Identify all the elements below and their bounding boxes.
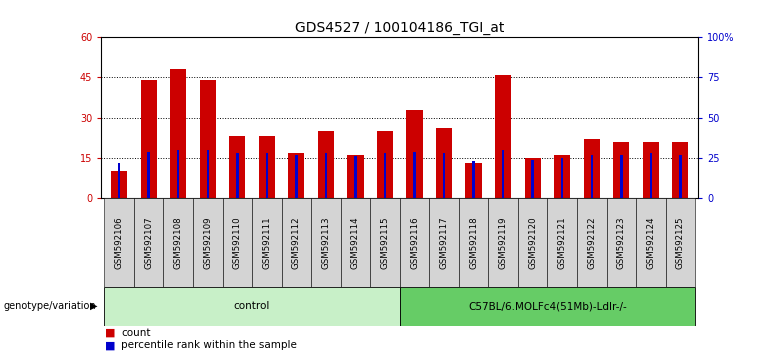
Bar <box>554 155 570 198</box>
Bar <box>222 198 252 287</box>
Text: genotype/variation: genotype/variation <box>4 301 97 311</box>
Bar <box>111 171 127 198</box>
Bar <box>466 163 482 198</box>
Bar <box>347 155 363 198</box>
Bar <box>548 198 577 287</box>
Bar <box>147 152 150 198</box>
Text: count: count <box>121 328 151 338</box>
Bar <box>207 150 209 198</box>
Bar <box>236 153 239 198</box>
Bar <box>650 153 652 198</box>
Bar <box>341 198 370 287</box>
Bar <box>406 110 423 198</box>
Text: ■: ■ <box>105 340 115 350</box>
Bar <box>583 139 600 198</box>
Bar <box>473 161 475 198</box>
Text: GSM592120: GSM592120 <box>528 216 537 269</box>
Text: GSM592112: GSM592112 <box>292 216 301 269</box>
Bar <box>531 160 534 198</box>
Bar <box>289 153 304 198</box>
Bar <box>134 198 164 287</box>
Text: percentile rank within the sample: percentile rank within the sample <box>121 340 296 350</box>
Text: GSM592123: GSM592123 <box>617 216 626 269</box>
Bar <box>399 287 695 326</box>
Text: GSM592108: GSM592108 <box>174 216 183 269</box>
Text: GSM592117: GSM592117 <box>440 216 448 269</box>
Text: GSM592118: GSM592118 <box>469 216 478 269</box>
Text: GSM592121: GSM592121 <box>558 216 567 269</box>
Bar <box>170 69 186 198</box>
Bar <box>105 198 134 287</box>
Bar <box>443 153 445 198</box>
Bar <box>295 155 298 198</box>
Bar <box>229 137 246 198</box>
Bar <box>200 80 216 198</box>
Text: GSM592109: GSM592109 <box>204 216 212 269</box>
Bar <box>665 198 695 287</box>
Bar <box>324 153 327 198</box>
Bar <box>620 155 622 198</box>
Bar <box>636 198 665 287</box>
Bar <box>384 153 386 198</box>
Bar <box>193 198 222 287</box>
Text: GSM592115: GSM592115 <box>381 216 389 269</box>
Text: C57BL/6.MOLFc4(51Mb)-Ldlr-/-: C57BL/6.MOLFc4(51Mb)-Ldlr-/- <box>468 301 627 311</box>
Title: GDS4527 / 100104186_TGI_at: GDS4527 / 100104186_TGI_at <box>295 21 505 35</box>
Text: GSM592124: GSM592124 <box>647 216 655 269</box>
Bar <box>118 163 120 198</box>
Text: GSM592119: GSM592119 <box>498 216 508 269</box>
Text: ▶: ▶ <box>90 301 98 311</box>
Bar <box>317 131 334 198</box>
Text: control: control <box>234 301 270 311</box>
Text: GSM592107: GSM592107 <box>144 216 153 269</box>
Text: GSM592114: GSM592114 <box>351 216 360 269</box>
Bar <box>399 198 429 287</box>
Bar <box>140 80 157 198</box>
Bar <box>525 158 541 198</box>
Text: GSM592125: GSM592125 <box>676 216 685 269</box>
Bar <box>672 142 689 198</box>
Bar <box>311 198 341 287</box>
Bar <box>502 150 505 198</box>
Bar <box>459 198 488 287</box>
Bar <box>259 137 275 198</box>
Bar <box>252 198 282 287</box>
Text: GSM592111: GSM592111 <box>262 216 271 269</box>
Bar <box>561 158 563 198</box>
Bar <box>164 198 193 287</box>
Bar <box>518 198 548 287</box>
Bar <box>613 142 629 198</box>
Bar <box>282 198 311 287</box>
Bar <box>577 198 607 287</box>
Text: ■: ■ <box>105 328 115 338</box>
Bar <box>679 155 682 198</box>
Text: GSM592110: GSM592110 <box>232 216 242 269</box>
Bar <box>436 129 452 198</box>
Bar <box>177 150 179 198</box>
Bar <box>354 156 356 198</box>
Text: GSM592116: GSM592116 <box>410 216 419 269</box>
Bar <box>495 75 511 198</box>
Bar <box>105 287 399 326</box>
Bar <box>429 198 459 287</box>
Text: GSM592122: GSM592122 <box>587 216 596 269</box>
Bar <box>488 198 518 287</box>
Bar <box>377 131 393 198</box>
Bar <box>370 198 400 287</box>
Bar <box>607 198 636 287</box>
Bar <box>590 155 593 198</box>
Text: GSM592106: GSM592106 <box>115 216 123 269</box>
Bar <box>266 153 268 198</box>
Bar <box>643 142 659 198</box>
Bar <box>413 152 416 198</box>
Text: GSM592113: GSM592113 <box>321 216 331 269</box>
